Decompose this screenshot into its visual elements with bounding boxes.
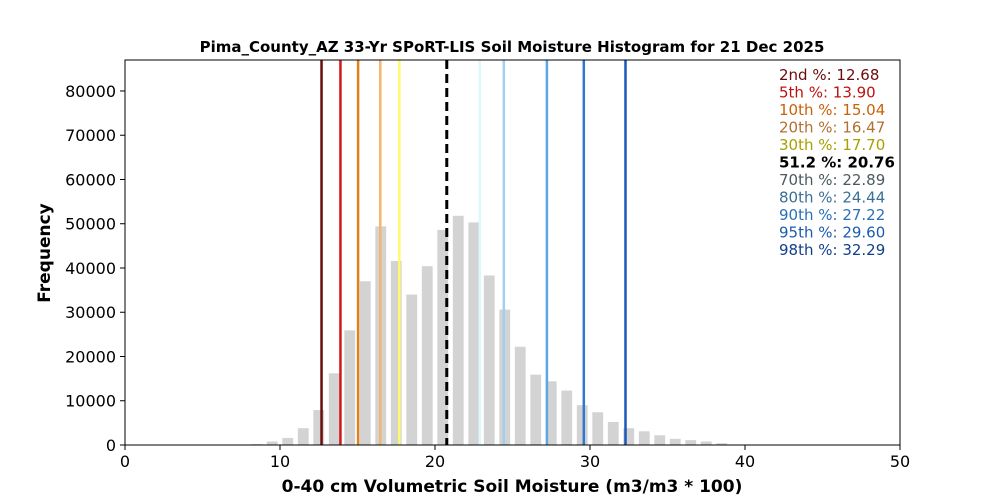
y-tick-label: 60000 <box>65 170 116 189</box>
legend-entry: 20th %: 16.47 <box>779 119 885 137</box>
histogram-bar <box>344 330 356 445</box>
y-tick-label: 10000 <box>65 392 116 411</box>
histogram-bar <box>685 440 697 445</box>
histogram-bar <box>716 443 728 445</box>
plot-frame <box>124 59 901 446</box>
y-tick-label: 70000 <box>65 126 116 145</box>
histogram-bar <box>545 381 557 445</box>
histogram-bar <box>328 373 340 445</box>
histogram-bar <box>452 215 464 445</box>
histogram-bar <box>607 421 619 445</box>
y-axis-ticks: 0 10000 20000 30000 40000 50000 60000 70000 8000… <box>65 82 125 455</box>
legend-entry: 95th %: 29.60 <box>779 224 885 242</box>
legend-entry: 10th %: 15.04 <box>779 101 885 119</box>
x-tick-label: 20 <box>425 452 445 471</box>
legend-entry: 30th %: 17.70 <box>779 136 885 154</box>
histogram-bar <box>359 281 371 445</box>
histogram-bar <box>297 428 309 445</box>
histogram-bar <box>700 441 712 445</box>
legend-entry: 2nd %: 12.68 <box>779 66 879 84</box>
legend-entry: 90th %: 27.22 <box>779 206 885 224</box>
legend-entry: 98th %: 32.29 <box>779 241 885 259</box>
histogram-bar <box>266 441 278 445</box>
histogram-bar <box>654 435 666 445</box>
histogram-bar <box>638 431 650 445</box>
x-tick-label: 10 <box>270 452 290 471</box>
legend-entry: 70th %: 22.89 <box>779 171 885 189</box>
y-tick-label: 40000 <box>65 259 116 278</box>
histogram-bar <box>514 346 526 445</box>
histogram-bar <box>592 412 604 445</box>
y-tick-label: 30000 <box>65 303 116 322</box>
histogram-bar <box>561 390 573 445</box>
y-axis-label: Frequency <box>35 203 55 303</box>
histogram-bar <box>282 437 294 445</box>
histogram-bar <box>390 260 402 445</box>
legend-entry: 51.2 %: 20.76 <box>779 154 895 172</box>
histogram-bar <box>623 428 635 445</box>
x-axis-label: 0-40 cm Volumetric Soil Moisture (m3/m3 … <box>282 477 743 497</box>
y-tick-label: 80000 <box>65 82 116 101</box>
x-tick-label: 50 <box>890 452 910 471</box>
x-tick-label: 30 <box>580 452 600 471</box>
x-tick-label: 40 <box>735 452 755 471</box>
legend-entry: 80th %: 24.44 <box>779 189 885 207</box>
histogram-bar <box>576 405 588 445</box>
histogram-bar <box>421 266 433 445</box>
histogram-bar <box>437 229 449 445</box>
histogram-bar <box>669 438 681 445</box>
histogram-bar <box>483 275 495 445</box>
chart-title: Pima_County_AZ 33-Yr SPoRT-LIS Soil Mois… <box>200 38 825 56</box>
histogram-bar <box>530 374 542 445</box>
histogram-bar <box>468 222 480 445</box>
histogram-bar <box>406 294 418 445</box>
y-tick-label: 50000 <box>65 215 116 234</box>
x-tick-label: 0 <box>120 452 130 471</box>
y-tick-label: 20000 <box>65 347 116 366</box>
histogram-bar <box>313 410 325 445</box>
x-axis-ticks: 0 10 20 30 40 50 <box>120 445 910 471</box>
y-tick-label: 0 <box>106 436 116 455</box>
percentile-lines <box>320 60 627 445</box>
legend-entry: 5th %: 13.90 <box>779 84 876 102</box>
